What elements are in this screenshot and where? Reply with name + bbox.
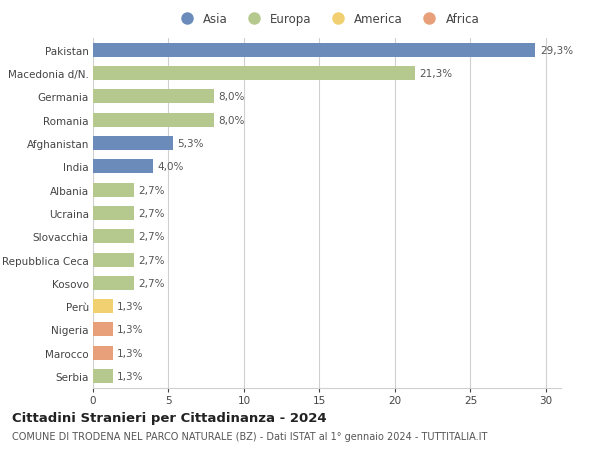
Legend: Asia, Europa, America, Africa: Asia, Europa, America, Africa — [175, 13, 479, 26]
Bar — [93, 44, 535, 58]
Text: 4,0%: 4,0% — [158, 162, 184, 172]
Text: 2,7%: 2,7% — [138, 255, 165, 265]
Bar — [93, 137, 173, 151]
Bar — [93, 183, 134, 197]
Text: 8,0%: 8,0% — [218, 92, 245, 102]
Bar — [93, 113, 214, 128]
Text: 2,7%: 2,7% — [138, 232, 165, 242]
Text: 1,3%: 1,3% — [117, 302, 143, 312]
Text: 29,3%: 29,3% — [540, 45, 573, 56]
Text: Cittadini Stranieri per Cittadinanza - 2024: Cittadini Stranieri per Cittadinanza - 2… — [12, 411, 326, 424]
Bar — [93, 253, 134, 267]
Text: 1,3%: 1,3% — [117, 325, 143, 335]
Text: 8,0%: 8,0% — [218, 115, 245, 125]
Text: 2,7%: 2,7% — [138, 278, 165, 288]
Bar — [93, 323, 113, 337]
Text: 1,3%: 1,3% — [117, 371, 143, 381]
Bar — [93, 299, 113, 313]
Bar — [93, 369, 113, 383]
Bar — [93, 230, 134, 244]
Bar — [93, 67, 415, 81]
Text: 2,7%: 2,7% — [138, 185, 165, 195]
Bar — [93, 276, 134, 290]
Bar — [93, 90, 214, 104]
Text: 2,7%: 2,7% — [138, 208, 165, 218]
Text: COMUNE DI TRODENA NEL PARCO NATURALE (BZ) - Dati ISTAT al 1° gennaio 2024 - TUTT: COMUNE DI TRODENA NEL PARCO NATURALE (BZ… — [12, 431, 487, 442]
Bar — [93, 160, 154, 174]
Bar — [93, 207, 134, 220]
Text: 21,3%: 21,3% — [419, 69, 452, 79]
Text: 1,3%: 1,3% — [117, 348, 143, 358]
Text: 5,3%: 5,3% — [178, 139, 204, 149]
Bar — [93, 346, 113, 360]
